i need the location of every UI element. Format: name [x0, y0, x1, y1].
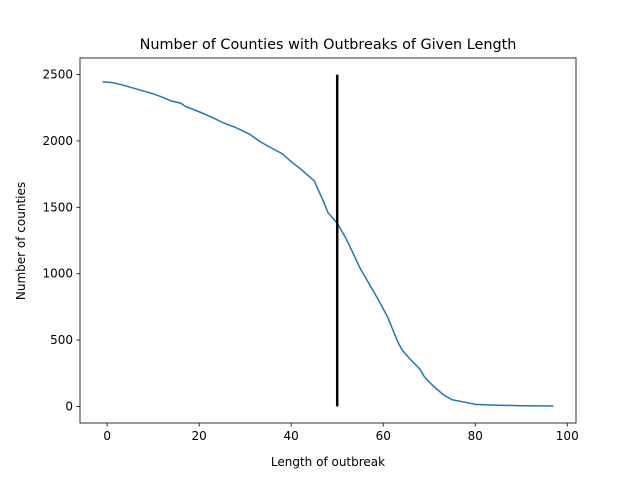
y-axis-label: Number of counties — [14, 182, 28, 300]
y-tick-label: 2500 — [42, 68, 73, 82]
plot-frame — [79, 57, 577, 424]
x-tick-label: 60 — [376, 429, 391, 443]
y-tick-label: 2000 — [42, 134, 73, 148]
y-tick-label: 0 — [65, 399, 73, 413]
data-line — [102, 81, 554, 407]
y-tick-label: 500 — [50, 333, 73, 347]
x-tick-label: 100 — [556, 429, 579, 443]
x-tick-label: 40 — [284, 429, 299, 443]
x-tick-label: 0 — [103, 429, 111, 443]
y-tick-label: 1000 — [42, 267, 73, 281]
x-tick-label: 80 — [468, 429, 483, 443]
chart-title: Number of Counties with Outbreaks of Giv… — [140, 37, 517, 53]
x-axis-label: Length of outbreak — [271, 455, 385, 469]
x-tick-label: 20 — [192, 429, 207, 443]
y-tick-label: 1500 — [42, 200, 73, 214]
